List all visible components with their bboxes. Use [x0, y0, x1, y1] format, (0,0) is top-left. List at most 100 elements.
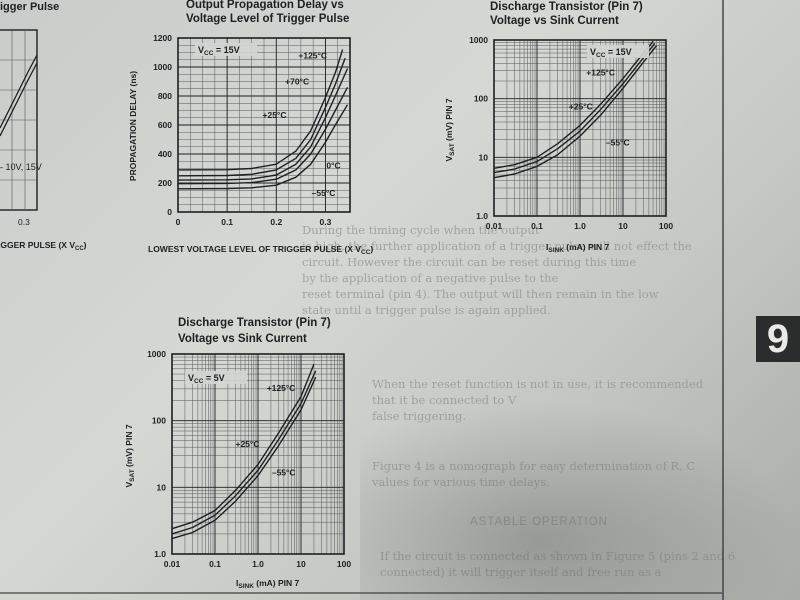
left-fragment-curve: [0, 62, 38, 137]
y-tick-label: 1200: [153, 33, 172, 43]
curve-label: +125°C: [267, 383, 296, 393]
discharge-15v-chart: Discharge Transistor (Pin 7) Voltage vs S…: [444, 1, 673, 254]
x-tick-label: 0.3: [320, 217, 332, 227]
plot-frame: [171, 353, 345, 555]
bottom-rule: [0, 592, 722, 594]
curve-label: 0°C: [326, 161, 340, 171]
y-tick-label: 10: [157, 482, 167, 492]
chart-title: Output Propagation Delay vs: [186, 0, 344, 11]
x-axis-label: ISINK (mA) PIN 7: [236, 578, 300, 590]
y-tick-label: 400: [158, 149, 172, 159]
background-line: reset terminal (pin 4). The output will …: [302, 287, 659, 301]
y-tick-label: 1000: [469, 35, 488, 45]
curve-label: +25°C: [236, 439, 260, 449]
series-line: [177, 49, 344, 171]
background-line: by the application of a negative pulse t…: [302, 271, 559, 285]
left-tick-label: 0.3: [18, 217, 30, 227]
background-line: connected) it will trigger itself and fr…: [380, 565, 662, 579]
y-tick-label: 800: [158, 91, 172, 101]
column-rule: [722, 0, 724, 600]
x-tick-label: 1.0: [574, 221, 586, 231]
y-axis-label: VSAT (mV) PIN 7: [444, 98, 456, 161]
y-tick-label: 600: [158, 120, 172, 130]
y-axis-label: VSAT (mV) PIN 7: [124, 424, 136, 487]
chart-title: Voltage vs Sink Current: [490, 15, 619, 27]
x-tick-label: 0.1: [221, 217, 233, 227]
background-paragraph: When the reset function is not in use, i…: [372, 376, 703, 424]
curve-label: –55°C: [312, 188, 336, 198]
curve-label: +125°C: [586, 67, 615, 77]
background-line: Figure 4 is a nomograph for easy determi…: [372, 459, 696, 473]
background-line: false triggering.: [372, 409, 467, 423]
series-line: [177, 104, 349, 190]
curve-label: +25°C: [569, 102, 593, 112]
curve-label: –55°C: [272, 468, 296, 478]
series-line: [177, 58, 346, 177]
left-fragment-curve: [0, 54, 38, 129]
x-tick-label: 0.2: [270, 217, 282, 227]
x-tick-label: 0.01: [486, 221, 503, 231]
y-tick-label: 1000: [147, 349, 166, 359]
section-heading: ASTABLE OPERATION: [470, 514, 608, 530]
condition-bg: [185, 371, 247, 384]
curve-label: –55°C: [606, 137, 630, 147]
left-legend: – 10V, 15V: [0, 162, 42, 172]
series-line: [171, 370, 317, 535]
y-tick-label: 100: [474, 94, 488, 104]
condition-label: VCC = 5V: [188, 373, 225, 385]
left-chart-fragment: igger Pulse – 10V, 15V 0.3 IGGER PULSE (…: [0, 1, 87, 252]
section-tab: 9: [756, 316, 800, 362]
background-line: state until a trigger pulse is again app…: [302, 303, 551, 317]
curve-label: +70°C: [285, 76, 309, 86]
background-line: that it be connected to V: [372, 393, 517, 407]
x-tick-label: 0.01: [164, 559, 181, 569]
x-tick-label: 100: [659, 221, 673, 231]
y-tick-label: 0: [167, 207, 172, 217]
y-tick-label: 1.0: [476, 211, 488, 221]
series-line: [177, 86, 349, 185]
x-axis-label: ISINK (mA) PIN 7: [546, 242, 610, 254]
chart-title: Discharge Transistor (Pin 7): [178, 317, 331, 329]
y-tick-label: 100: [152, 416, 166, 426]
background-paragraph: During the timing cycle when the output …: [302, 222, 692, 318]
y-tick-label: 1000: [153, 62, 172, 72]
condition-label: VCC = 15V: [198, 45, 240, 57]
background-line: During the timing cycle when the output: [302, 223, 540, 237]
background-line: circuit. However the circuit can be rese…: [302, 255, 637, 269]
section-tab-label: 9: [766, 316, 790, 361]
background-line: If the circuit is connected as shown in …: [380, 549, 736, 563]
y-tick-label: 10: [479, 152, 489, 162]
background-line: is high, the further application of a tr…: [302, 239, 692, 253]
x-axis-label: LOWEST VOLTAGE LEVEL OF TRIGGER PULSE (X…: [148, 244, 373, 256]
background-line: ASTABLE OPERATION: [470, 516, 608, 528]
chart-title: Voltage vs Sink Current: [178, 333, 307, 345]
plot-frame: [493, 39, 667, 217]
series-line: [493, 45, 658, 179]
x-tick-label: 0.1: [209, 559, 221, 569]
series-line: [171, 364, 315, 530]
y-tick-label: 200: [158, 178, 172, 188]
x-tick-label: 1.0: [252, 559, 264, 569]
chart-title: Discharge Transistor (Pin 7): [490, 1, 643, 13]
curve-label: +125°C: [298, 50, 327, 60]
condition-label: VCC = 15V: [590, 47, 632, 59]
x-tick-label: 0: [176, 217, 181, 227]
left-chart-title: igger Pulse: [0, 1, 59, 13]
plot-frame: [177, 37, 351, 213]
x-tick-label: 100: [337, 559, 351, 569]
condition-bg: [587, 45, 649, 58]
x-tick-label: 10: [618, 221, 628, 231]
y-axis-label: PROPAGATION DELAY (ns): [128, 71, 138, 181]
series-line: [493, 42, 656, 174]
y-tick-label: 1.0: [154, 549, 166, 559]
background-paragraph: Figure 4 is a nomograph for easy determi…: [372, 458, 695, 490]
propagation-delay-chart: Output Propagation Delay vs Voltage Level…: [128, 0, 373, 256]
chart-title: Voltage Level of Trigger Pulse: [186, 13, 349, 25]
x-tick-label: 10: [296, 559, 306, 569]
x-tick-label: 0.1: [531, 221, 543, 231]
curve-label: +25°C: [263, 110, 287, 120]
background-line: When the reset function is not in use, i…: [372, 377, 704, 391]
series-line: [171, 376, 317, 540]
